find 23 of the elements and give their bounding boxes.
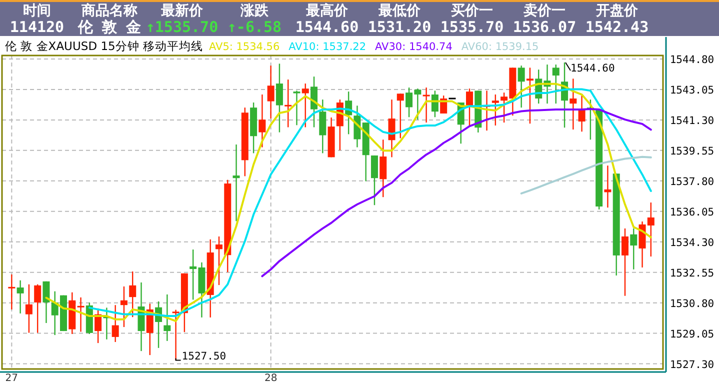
y-tick-label: 1530.80 <box>670 298 714 310</box>
line-series <box>520 156 652 194</box>
y-tick-label: 1527.30 <box>670 358 714 371</box>
text: AV30: 1540.74 <box>375 41 453 53</box>
y-tick-label: 1534.30 <box>670 236 714 249</box>
y-tick-label: 1541.30 <box>670 114 714 127</box>
y-tick-label: 1532.55 <box>670 267 714 280</box>
y-tick-label: 1537.80 <box>670 176 714 188</box>
text: AV60: 1539.15 <box>461 41 539 53</box>
line-series <box>261 108 652 278</box>
chart-title: 伦 敦 金XAUUSD 15分钟 移动平均线 <box>5 39 203 53</box>
y-tick-label: 1539.55 <box>670 145 714 158</box>
y-tick-label: 1544.80 <box>670 54 714 66</box>
x-tick-label: 27 <box>5 373 18 384</box>
y-tick-label: 1536.05 <box>670 206 714 218</box>
y-tick-label: 1529.05 <box>670 328 714 340</box>
y-tick-label: 1543.05 <box>670 84 714 96</box>
x-tick-label: 28 <box>264 373 278 384</box>
text: AV5: 1534.56 <box>209 41 280 53</box>
annotation: 1544.60 <box>570 62 615 74</box>
text: AV10: 1537.22 <box>288 41 366 53</box>
quote-table: 时间 商品名称 最新价 涨跌 最高价 最低价 买价一 卖价一 开盘价 114120 伦 敦 金 ↑1535.70 ↑-6.58 1544.60 1531.20 1535.70 1536.07 1542.43 <box>0 0 719 36</box>
annotation: 1527.50 <box>182 350 226 362</box>
